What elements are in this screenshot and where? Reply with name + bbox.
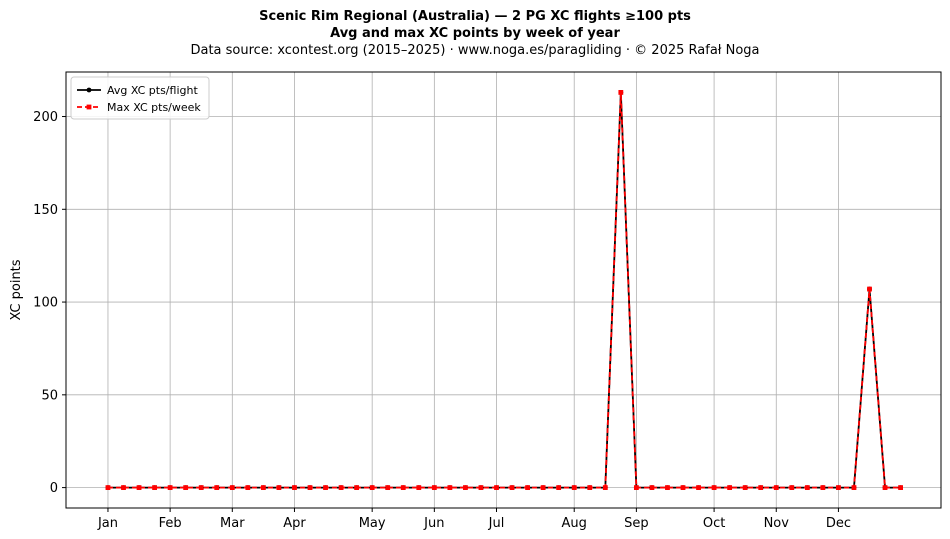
legend-label: Max XC pts/week	[107, 101, 201, 114]
point-max-week-49	[851, 485, 857, 490]
y-tick-label: 50	[41, 388, 58, 403]
point-max-week-44	[773, 485, 779, 490]
point-max-week-12	[276, 485, 282, 490]
x-tick-label-dec: Dec	[826, 516, 851, 531]
point-max-week-10	[245, 485, 251, 490]
x-tick-label-may: May	[359, 516, 386, 531]
legend: Avg XC pts/flight Max XC pts/week	[70, 76, 210, 120]
point-max-week-7	[198, 485, 204, 490]
point-max-week-32	[587, 485, 593, 490]
point-max-week-8	[214, 485, 220, 490]
point-max-week-50	[867, 286, 872, 292]
x-tick-label-jun: Jun	[423, 516, 444, 531]
point-max-week-21	[416, 485, 422, 490]
point-max-week-3	[136, 485, 142, 490]
point-max-week-24	[463, 485, 468, 490]
point-max-week-17	[354, 485, 360, 490]
y-tick-label: 150	[33, 203, 58, 218]
chart-title: Scenic Rim Regional (Australia) — 2 PG X…	[259, 9, 691, 24]
point-max-week-47	[820, 485, 826, 490]
series-line-avg	[107, 92, 901, 489]
point-max-week-46	[804, 485, 810, 490]
point-max-week-26	[494, 485, 499, 490]
point-max-week-15	[323, 485, 328, 490]
chart-titles: Scenic Rim Regional (Australia) — 2 PG X…	[0, 8, 950, 59]
point-max-week-41	[727, 485, 733, 490]
x-tick-label-jul: Jul	[488, 516, 505, 531]
x-tick-label-oct: Oct	[703, 516, 725, 531]
series-lines	[105, 90, 903, 490]
point-max-week-4	[152, 485, 157, 490]
point-max-week-31	[571, 485, 577, 490]
legend-box	[70, 76, 210, 120]
x-tick-label-jan: Jan	[97, 516, 118, 531]
x-tick-label-sep: Sep	[624, 516, 649, 531]
point-max-week-1	[105, 485, 111, 490]
point-max-week-23	[447, 485, 453, 490]
point-max-week-33	[602, 485, 608, 490]
grid	[66, 72, 941, 508]
axes: 0 50 100 150 200 Jan Feb Mar Apr May Jun Jul Aug Sep O…	[33, 110, 851, 531]
chart-subtitle: Avg and max XC points by week of year	[330, 26, 620, 41]
point-max-week-25	[478, 485, 484, 490]
point-max-week-42	[742, 485, 748, 490]
legend-label: Avg XC pts/flight	[107, 84, 198, 97]
point-max-week-2	[121, 485, 126, 490]
y-axis-label: XC points	[9, 259, 24, 320]
x-tick-label-feb: Feb	[159, 516, 182, 531]
point-max-week-19	[385, 485, 391, 490]
point-max-week-9	[229, 485, 235, 490]
legend-marker	[86, 87, 92, 93]
point-max-week-51	[882, 485, 888, 490]
point-max-week-27	[509, 485, 515, 490]
point-max-week-13	[292, 485, 297, 490]
point-max-week-52	[898, 485, 903, 490]
point-max-week-39	[696, 485, 701, 490]
plot-frame	[65, 71, 942, 509]
point-max-week-36	[649, 485, 655, 490]
y-tick-label: 0	[50, 481, 58, 496]
point-max-week-40	[711, 485, 717, 490]
point-max-week-22	[431, 485, 437, 490]
point-max-week-18	[369, 485, 375, 490]
point-max-week-30	[556, 485, 562, 490]
point-max-week-45	[789, 485, 795, 490]
data-source-note: Data source: xcontest.org (2015–2025) · …	[190, 43, 760, 58]
point-max-week-43	[758, 485, 764, 490]
point-max-week-34	[618, 90, 624, 95]
point-max-week-29	[540, 485, 546, 490]
x-tick-label-apr: Apr	[283, 516, 306, 531]
point-max-week-38	[680, 485, 686, 490]
point-max-week-11	[260, 485, 266, 490]
point-max-week-5	[167, 485, 173, 490]
point-max-week-20	[400, 485, 406, 490]
x-tick-label-mar: Mar	[220, 516, 245, 531]
point-max-week-16	[338, 485, 344, 490]
point-max-week-6	[183, 485, 189, 490]
point-max-week-37	[665, 485, 670, 490]
point-max-week-14	[307, 485, 313, 490]
series-line-max	[107, 92, 901, 489]
point-max-week-28	[525, 485, 530, 490]
y-tick-label: 100	[33, 296, 58, 311]
x-tick-label-nov: Nov	[764, 516, 790, 531]
legend-marker	[86, 104, 92, 110]
y-tick-label: 200	[33, 110, 58, 125]
x-tick-label-aug: Aug	[562, 516, 587, 531]
point-max-week-35	[633, 485, 639, 490]
point-max-week-48	[836, 485, 841, 490]
